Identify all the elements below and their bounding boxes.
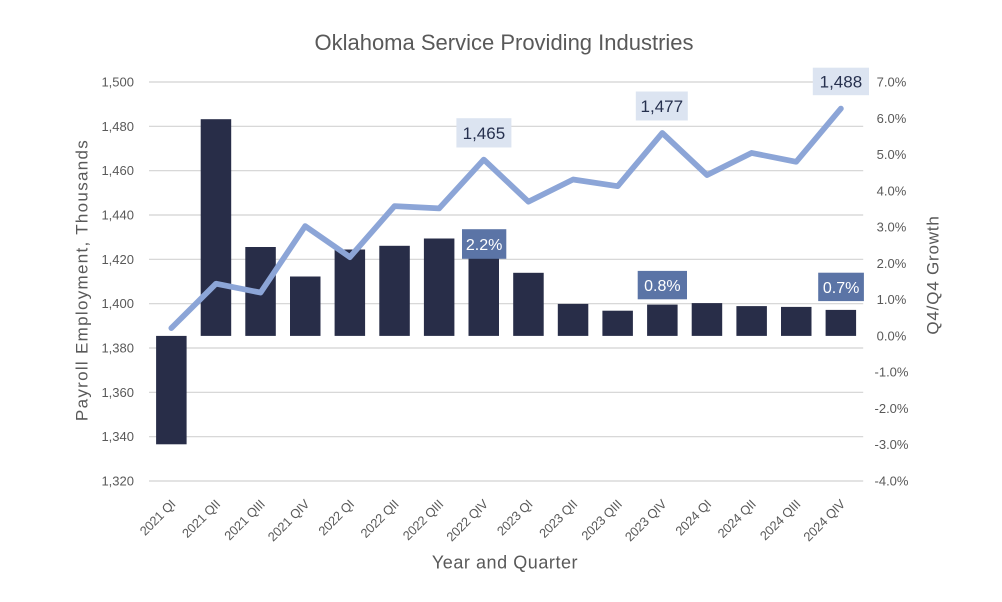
- svg-text:1,465: 1,465: [463, 124, 506, 143]
- svg-text:Oklahoma Service Providing Ind: Oklahoma Service Providing Industries: [314, 30, 693, 55]
- svg-text:1,500: 1,500: [101, 75, 134, 90]
- svg-text:1,380: 1,380: [101, 341, 134, 356]
- svg-text:1,340: 1,340: [101, 429, 134, 444]
- svg-text:2.2%: 2.2%: [466, 237, 502, 254]
- svg-text:1,460: 1,460: [101, 163, 134, 178]
- svg-text:2.0%: 2.0%: [877, 256, 907, 271]
- svg-text:4.0%: 4.0%: [877, 183, 907, 198]
- svg-text:-3.0%: -3.0%: [875, 437, 909, 452]
- svg-text:-4.0%: -4.0%: [875, 474, 909, 489]
- svg-text:1,320: 1,320: [101, 474, 134, 489]
- svg-text:1,440: 1,440: [101, 208, 134, 223]
- svg-text:1,400: 1,400: [101, 296, 134, 311]
- svg-text:-2.0%: -2.0%: [875, 401, 909, 416]
- svg-text:0.7%: 0.7%: [823, 280, 859, 297]
- svg-text:1,488: 1,488: [820, 73, 863, 92]
- svg-text:1,480: 1,480: [101, 119, 134, 134]
- svg-text:Q4/Q4 Growth: Q4/Q4 Growth: [924, 215, 943, 334]
- svg-text:7.0%: 7.0%: [877, 75, 907, 90]
- svg-text:Year and Quarter: Year and Quarter: [432, 553, 578, 573]
- svg-text:1,360: 1,360: [101, 385, 134, 400]
- svg-text:3.0%: 3.0%: [877, 220, 907, 235]
- svg-text:1,420: 1,420: [101, 252, 134, 267]
- svg-text:Payroll Employment, Thousands: Payroll Employment, Thousands: [73, 139, 92, 421]
- svg-text:6.0%: 6.0%: [877, 111, 907, 126]
- svg-text:0.8%: 0.8%: [644, 278, 680, 295]
- svg-text:5.0%: 5.0%: [877, 147, 907, 162]
- svg-text:0.0%: 0.0%: [877, 328, 907, 343]
- svg-text:1,477: 1,477: [641, 97, 684, 116]
- svg-text:1.0%: 1.0%: [877, 292, 907, 307]
- svg-text:-1.0%: -1.0%: [875, 365, 909, 380]
